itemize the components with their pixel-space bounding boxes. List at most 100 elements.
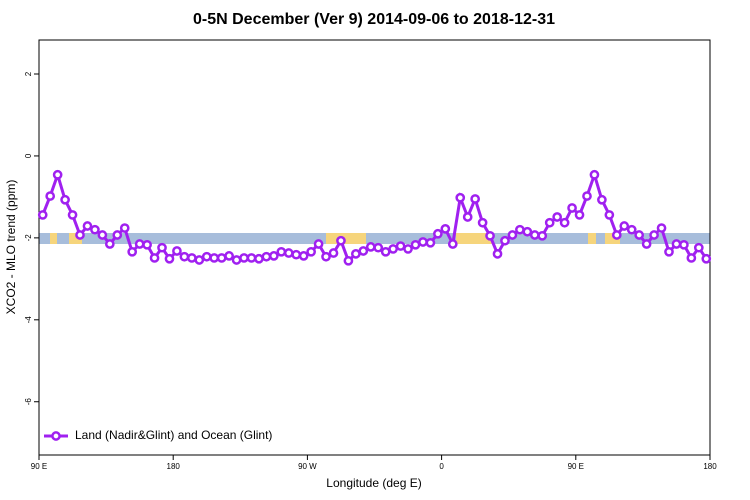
data-point <box>679 239 689 250</box>
data-point <box>119 223 130 233</box>
data-point <box>276 246 287 257</box>
land-band <box>326 233 366 244</box>
data-point <box>134 239 145 249</box>
data-point <box>298 251 309 261</box>
data-point <box>559 217 570 228</box>
data-point <box>373 242 384 253</box>
data-point <box>425 237 436 248</box>
data-point <box>201 251 212 262</box>
data-point <box>418 237 428 247</box>
legend-label: Land (Nadir&Glint) and Ocean (Glint) <box>75 428 272 442</box>
land-band <box>50 233 57 244</box>
data-point <box>149 253 160 263</box>
data-point <box>45 191 56 201</box>
data-point <box>351 248 361 259</box>
data-point <box>60 194 70 205</box>
data-point <box>604 210 615 220</box>
data-point <box>462 212 473 222</box>
data-point <box>388 244 398 254</box>
x-tick-label: 90 W <box>298 462 317 471</box>
x-tick-label: 180 <box>703 462 717 471</box>
data-point <box>440 224 451 234</box>
data-point <box>589 169 600 180</box>
surface-band <box>39 233 710 244</box>
x-tick-label: 0 <box>439 462 444 471</box>
data-point <box>321 251 331 262</box>
data-point <box>656 223 667 233</box>
data-point <box>507 230 518 240</box>
data-point <box>641 239 652 249</box>
y-tick-label: -4 <box>24 316 33 324</box>
data-point <box>567 203 577 213</box>
data-point <box>104 239 115 249</box>
data-point <box>380 246 391 257</box>
data-point <box>239 253 249 263</box>
data-point <box>82 221 93 231</box>
data-point <box>365 242 376 252</box>
x-axis-label: Longitude (deg E) <box>326 476 421 490</box>
data-point <box>433 228 443 239</box>
data-point <box>224 251 234 261</box>
data-point <box>619 221 630 231</box>
data-point <box>216 253 227 263</box>
plot-frame <box>38 39 711 456</box>
data-point <box>75 230 85 240</box>
data-point <box>485 230 495 241</box>
data-point <box>470 194 480 204</box>
data-point <box>291 249 302 260</box>
data-point <box>209 253 220 263</box>
data-point <box>112 230 123 240</box>
land-band <box>588 233 596 244</box>
data-point <box>544 217 555 228</box>
data-point <box>246 253 257 263</box>
chart-title: 0-5N December (Ver 9) 2014-09-06 to 2018… <box>193 11 555 28</box>
data-point <box>336 235 346 246</box>
data-point <box>343 255 354 266</box>
data-point <box>52 169 63 180</box>
legend-marker <box>51 431 61 441</box>
y-tick-label: -6 <box>24 398 33 406</box>
data-point <box>597 194 607 205</box>
data-point <box>515 224 525 235</box>
y-tick-label: 2 <box>24 71 33 76</box>
land-band <box>605 233 620 244</box>
data-point <box>313 239 324 249</box>
data-point <box>395 241 406 251</box>
y-tick-label: -2 <box>24 234 33 242</box>
data-point <box>157 242 167 253</box>
data-point <box>671 239 682 249</box>
land-band <box>456 233 492 244</box>
data-point <box>90 224 100 235</box>
data-point <box>693 242 704 253</box>
data-point <box>261 251 272 262</box>
data-point <box>403 244 413 254</box>
data-point <box>97 230 108 240</box>
x-tick-label: 90 E <box>31 462 47 471</box>
y-axis-label: XCO2 - MLO trend (ppm) <box>4 180 18 315</box>
data-point <box>529 230 540 240</box>
data-point <box>626 224 637 235</box>
data-point <box>194 255 205 265</box>
land-band <box>69 233 82 244</box>
data-point <box>231 255 242 265</box>
data-point <box>172 246 182 256</box>
data-point <box>477 217 488 228</box>
x-tick-label: 90 E <box>568 462 584 471</box>
data-point <box>522 226 533 237</box>
data-point <box>664 246 674 257</box>
data-point <box>537 230 548 241</box>
data-point <box>306 246 316 257</box>
data-point <box>358 246 369 256</box>
data-point <box>611 230 622 240</box>
data-point <box>410 239 421 250</box>
data-point <box>179 251 190 262</box>
data-point <box>500 235 510 246</box>
x-tick-label: 180 <box>167 462 181 471</box>
data-point <box>254 253 264 264</box>
data-point <box>649 230 659 240</box>
data-point <box>582 191 592 201</box>
data-point <box>447 239 458 249</box>
data-point <box>186 253 197 263</box>
data-point <box>552 212 563 222</box>
